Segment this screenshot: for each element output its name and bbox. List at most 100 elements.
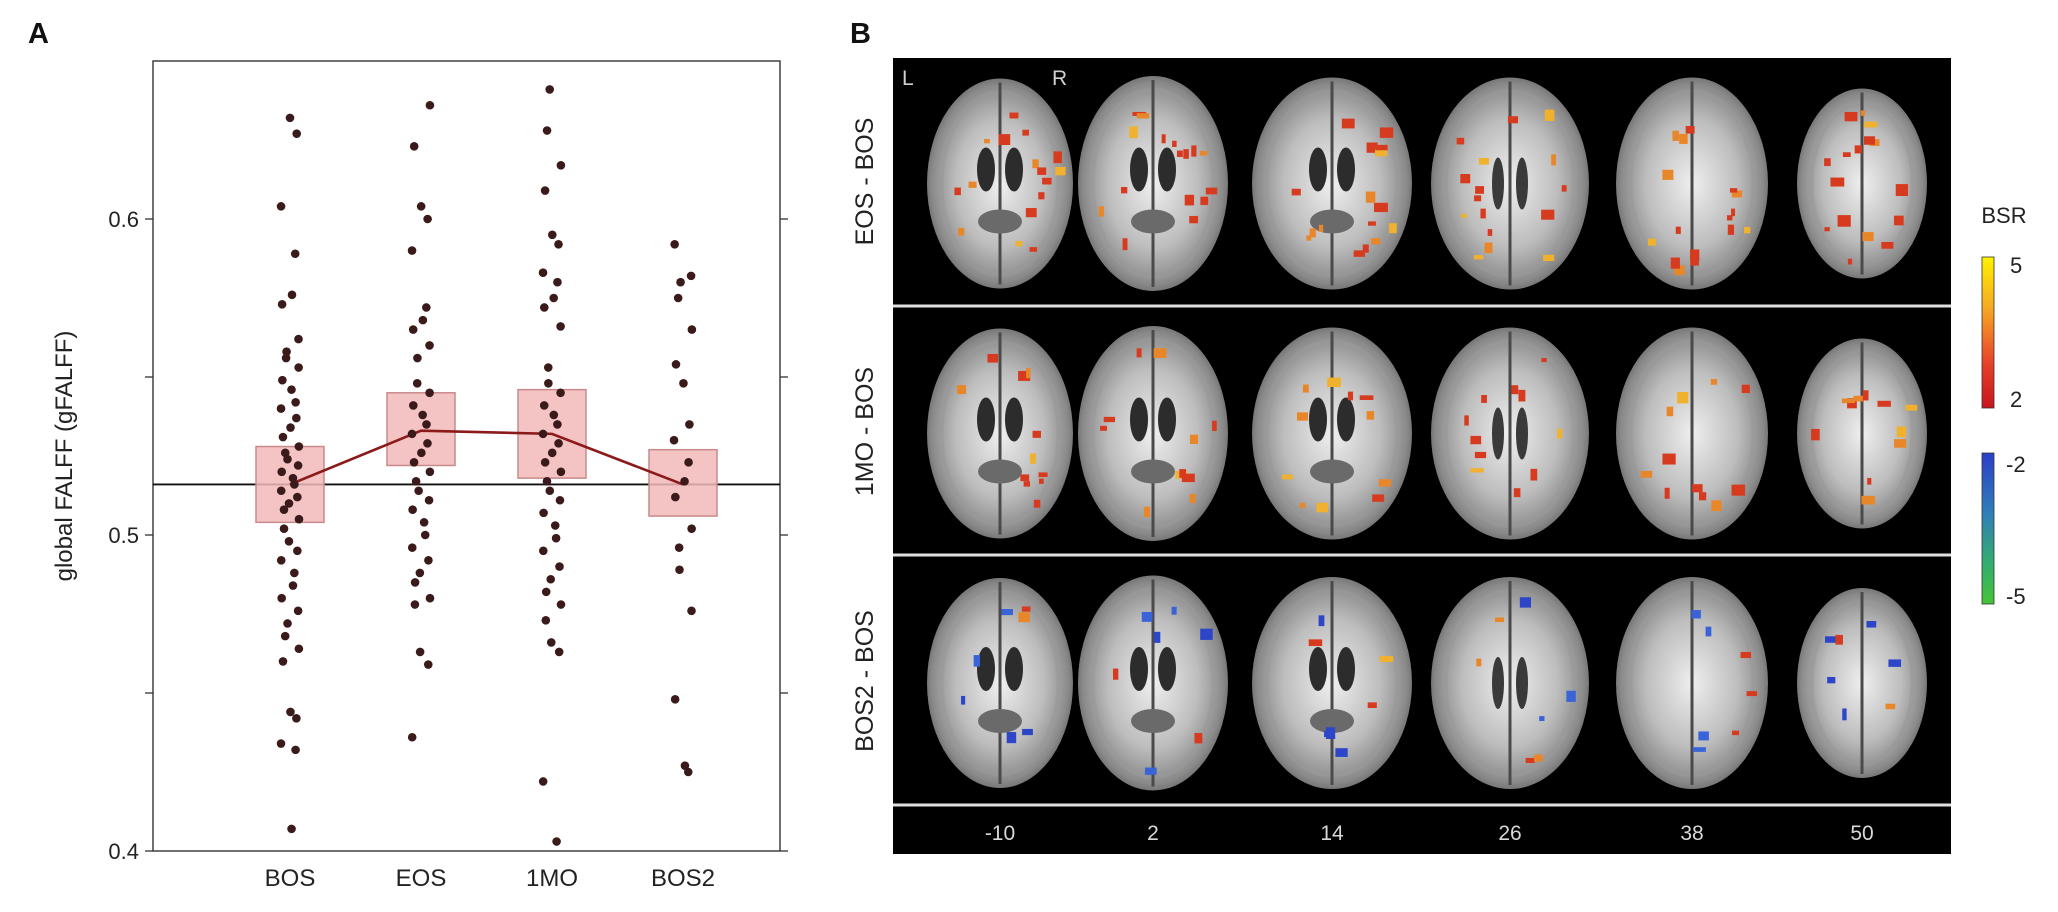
data-point — [674, 543, 684, 552]
data-point — [291, 397, 300, 407]
activation-cluster — [1679, 133, 1688, 144]
activation-cluster — [1530, 468, 1538, 481]
activation-cluster — [1291, 188, 1301, 196]
activation-cluster — [1672, 130, 1679, 141]
activation-cluster — [1367, 221, 1376, 226]
data-point — [418, 410, 427, 420]
activation-cluster — [1018, 612, 1030, 623]
data-point — [291, 745, 300, 755]
data-point — [680, 476, 689, 486]
data-point — [550, 521, 560, 530]
activation-cluster — [1200, 628, 1213, 640]
activation-cluster — [1053, 151, 1062, 164]
data-point — [554, 647, 564, 657]
data-point — [407, 246, 417, 255]
data-point — [687, 325, 697, 334]
mean-line — [289, 429, 684, 486]
data-point — [413, 353, 422, 363]
activation-cluster — [1456, 137, 1465, 145]
data-point — [278, 432, 288, 442]
activation-cluster — [1362, 244, 1369, 253]
activation-cluster — [1375, 144, 1388, 151]
activation-cluster — [1861, 495, 1875, 505]
data-point — [555, 495, 565, 505]
activation-cluster — [1729, 188, 1738, 193]
x-tick-label: 1MO — [526, 865, 578, 892]
data-point — [407, 429, 417, 439]
activation-cluster — [1308, 639, 1323, 647]
data-point — [424, 555, 433, 565]
data-point — [675, 565, 684, 575]
data-point — [411, 476, 421, 486]
activation-cluster — [1473, 255, 1484, 260]
activation-cluster — [1888, 659, 1902, 667]
activation-cluster — [1365, 191, 1376, 203]
activation-cluster — [1006, 732, 1017, 744]
activation-cluster — [1366, 142, 1378, 153]
data-point — [687, 524, 696, 533]
activation-cluster — [1176, 150, 1183, 157]
data-point — [414, 486, 423, 496]
data-point — [287, 290, 297, 300]
activation-cluster — [973, 655, 981, 667]
activation-cluster — [1032, 159, 1039, 169]
activation-cluster — [1325, 727, 1336, 739]
data-point — [292, 713, 301, 723]
activation-cluster — [1022, 728, 1033, 736]
slice-z-label: 38 — [1680, 822, 1703, 845]
data-point — [556, 600, 566, 609]
activation-cluster — [1494, 617, 1505, 623]
data-point — [670, 695, 680, 704]
data-point — [538, 546, 548, 556]
data-point — [293, 546, 302, 556]
brain-slice — [1616, 577, 1768, 789]
activation-cluster — [1030, 453, 1037, 464]
data-point — [279, 524, 289, 533]
hemisphere-left-label: L — [902, 67, 914, 90]
activation-cluster — [1674, 265, 1685, 276]
activation-cluster — [1835, 634, 1843, 645]
activation-cluster — [1507, 116, 1519, 124]
activation-cluster — [1122, 238, 1128, 251]
activation-cluster — [1664, 487, 1670, 499]
gfalff-chart: 0.4 0.5 0.6 BOS EOS 1MO BOS2 global FALFF (gF… — [51, 60, 788, 892]
activation-cluster — [1379, 127, 1394, 138]
activation-cluster — [1853, 395, 1865, 402]
data-point — [423, 439, 432, 448]
activation-cluster — [1881, 241, 1894, 249]
activation-cluster — [998, 134, 1011, 146]
activation-cluster — [1480, 208, 1486, 219]
data-point — [538, 268, 548, 278]
activation-cluster — [1862, 232, 1874, 242]
activation-cluster — [1862, 390, 1869, 401]
activation-cluster — [1327, 377, 1341, 388]
activation-cluster — [1905, 404, 1918, 411]
brain-slice — [1431, 577, 1589, 789]
activation-cluster — [1347, 391, 1354, 401]
activation-cluster — [1670, 257, 1680, 269]
data-point — [286, 423, 295, 432]
data-point — [670, 239, 679, 249]
data-point — [293, 606, 303, 616]
y-tick-label: 0.6 — [108, 207, 139, 232]
data-point — [276, 404, 286, 413]
activation-cluster — [1461, 213, 1468, 218]
data-point — [685, 420, 694, 429]
data-point — [538, 777, 548, 786]
brain-slice — [1078, 575, 1228, 791]
activation-cluster — [1161, 134, 1166, 144]
activation-cluster — [987, 353, 999, 363]
activation-cluster — [1727, 224, 1735, 235]
data-point — [684, 458, 693, 467]
activation-cluster — [1371, 238, 1381, 245]
activation-cluster — [1698, 731, 1709, 741]
data-point — [294, 644, 304, 654]
data-point — [288, 581, 298, 590]
activation-cluster — [1183, 149, 1189, 159]
activation-cluster — [1692, 747, 1706, 752]
data-point — [409, 458, 419, 467]
activation-cluster — [1129, 126, 1138, 139]
activation-cluster — [1296, 412, 1309, 421]
data-point — [554, 439, 563, 448]
data-point — [284, 537, 294, 546]
